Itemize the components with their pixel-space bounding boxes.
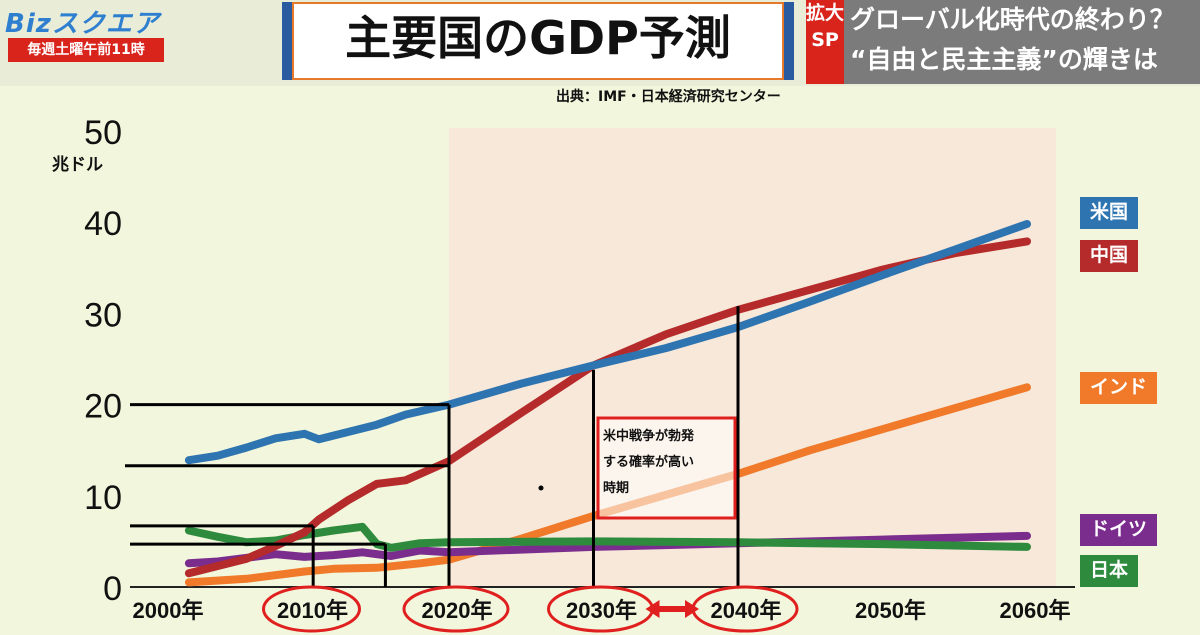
series-line-china xyxy=(184,237,1031,578)
y-axis-unit: 兆ドル xyxy=(52,155,103,175)
range-arrow-right-head xyxy=(685,600,699,618)
legend-germany: ドイツ xyxy=(1080,514,1158,546)
legend-india: インド xyxy=(1080,372,1158,404)
annotation-line-2: する確率が高い xyxy=(603,455,695,470)
x-tick-label: 2020年 xyxy=(422,598,493,623)
special-banner-line-1: グローバル化時代の終わり？ xyxy=(850,5,1175,34)
special-banner-line-2: “自由と民主主義”の輝きは xyxy=(850,45,1158,74)
broadcast-schedule: 毎週土曜午前11時 xyxy=(8,38,164,62)
legend-china: 中国 xyxy=(1080,240,1139,272)
annotation-line-3: 時期 xyxy=(603,481,630,496)
source-note: 出典：IMF・日本経済研究センター xyxy=(556,89,781,105)
forecast-region xyxy=(449,128,1056,587)
x-tick-label: 2050年 xyxy=(855,598,926,623)
x-tick-label: 2000年 xyxy=(133,598,204,623)
special-badge: 拡大SP xyxy=(806,0,844,84)
y-tick-label: 30 xyxy=(84,296,122,334)
x-tick-label: 2060年 xyxy=(1000,598,1071,623)
y-tick-label: 40 xyxy=(84,205,122,243)
range-arrow-left-head xyxy=(645,600,660,618)
x-tick-label: 2030年 xyxy=(566,598,637,623)
annotation-box xyxy=(596,416,737,520)
title-panel: 主要国のGDP予測 xyxy=(282,2,794,80)
y-tick-label: 10 xyxy=(84,479,122,517)
x-tick-label: 2010年 xyxy=(277,598,348,623)
stray-dot xyxy=(538,485,544,491)
annotation-text: 米中戦争が勃発 する確率が高い 時期 xyxy=(603,424,735,502)
highlight-ellipse-2020 xyxy=(402,585,510,633)
highlight-ellipse-2010 xyxy=(262,585,361,633)
x-tick-label: 2040年 xyxy=(711,598,782,623)
legend-us: 米国 xyxy=(1080,197,1139,229)
y-tick-label: 20 xyxy=(84,388,122,426)
chart-title: 主要国のGDP予測 xyxy=(345,11,731,65)
legend-japan: 日本 xyxy=(1080,555,1139,587)
y-tick-label: 0 xyxy=(103,570,122,608)
special-banner: グローバル化時代の終わり？ “自由と民主主義”の輝きは xyxy=(844,0,1200,84)
annotation-line-1: 米中戦争が勃発 xyxy=(603,429,695,444)
series-line-us xyxy=(184,220,1031,465)
y-tick-label: 50 xyxy=(84,114,122,152)
program-logo: Bizスクエア xyxy=(5,9,160,39)
